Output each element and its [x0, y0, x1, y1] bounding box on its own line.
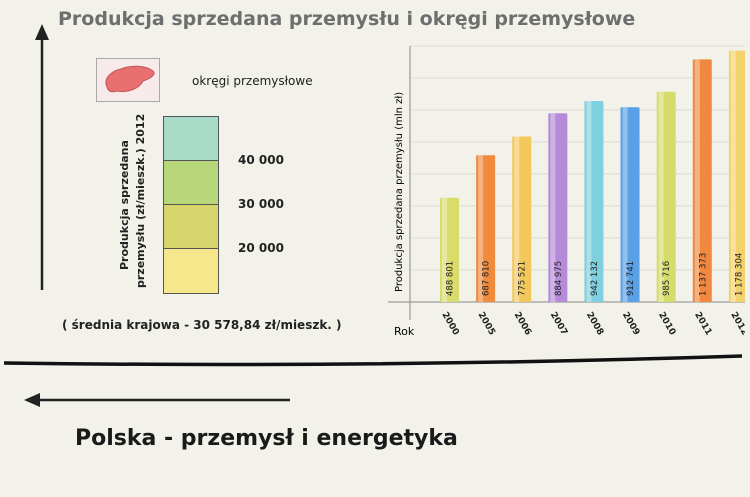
scale-threshold-value: 30 000 [238, 197, 284, 211]
bar-highlight [622, 107, 628, 302]
bar-value-label: 912 741 [626, 261, 636, 296]
bar-value-label: 1 178 304 [734, 253, 744, 296]
scale-title-line2: przemysłu (zł/mieszk.) 2012 [134, 113, 147, 288]
bar [692, 59, 712, 302]
scale-class-box [163, 116, 219, 161]
scale-class-box [163, 204, 219, 249]
x-tick-label: 2000 [439, 311, 460, 338]
region-legend-label: okręgi przemysłowe [192, 74, 313, 88]
bar-highlight [694, 59, 700, 302]
bar [656, 91, 676, 302]
bar [584, 101, 604, 302]
bar-highlight [586, 101, 592, 302]
bar-value-label: 775 521 [518, 261, 528, 296]
scale-title-line1: Produkcja sprzedana [118, 140, 131, 270]
bar-value-label: 884 975 [554, 261, 564, 296]
bar-highlight [658, 91, 664, 302]
scale-threshold-value: 20 000 [238, 241, 284, 255]
bar-highlight [550, 113, 556, 303]
national-average-note: ( średnia krajowa - 30 578,84 zł/mieszk.… [62, 318, 342, 332]
x-tick-label: 2005 [476, 311, 497, 338]
bar-value-label: 687 810 [482, 261, 492, 296]
x-tick-label: 2011 [692, 311, 713, 338]
x-tick-label: 2010 [656, 311, 677, 338]
bar-value-label: 942 132 [590, 261, 600, 296]
y-axis-label: Produkcja sprzedana przemysłu (mln zł) [394, 92, 405, 292]
bar-highlight [514, 136, 520, 302]
footer-title: Polska - przemysł i energetyka [75, 426, 458, 451]
page-title: Produkcja sprzedana przemysłu i okręgi p… [58, 8, 636, 30]
bar-highlight [730, 50, 736, 302]
region-legend-swatch [96, 58, 160, 102]
scale-class-box [163, 160, 219, 205]
scale-threshold-value: 40 000 [238, 153, 284, 167]
bar-highlight [442, 197, 447, 302]
bar-highlight [478, 155, 484, 302]
bar-value-label: 488 801 [446, 261, 456, 296]
x-tick-label: 2012 [728, 311, 745, 338]
x-tick-label: 2008 [584, 311, 605, 338]
production-bar-chart: Produkcja sprzedana przemysłu (mln zł) Ro… [388, 45, 745, 338]
x-axis-label: Rok [394, 325, 415, 338]
x-tick-label: 2009 [620, 311, 641, 338]
x-tick-label: 2006 [512, 311, 533, 338]
bar [512, 136, 532, 302]
bar [476, 155, 496, 302]
bar-value-label: 1 137 373 [698, 253, 708, 296]
bar [620, 107, 640, 302]
bar [440, 197, 459, 302]
bar [548, 113, 568, 303]
bar [728, 50, 745, 302]
bar-value-label: 985 716 [662, 261, 672, 296]
x-tick-label: 2007 [548, 311, 569, 338]
scale-class-box [163, 248, 219, 294]
